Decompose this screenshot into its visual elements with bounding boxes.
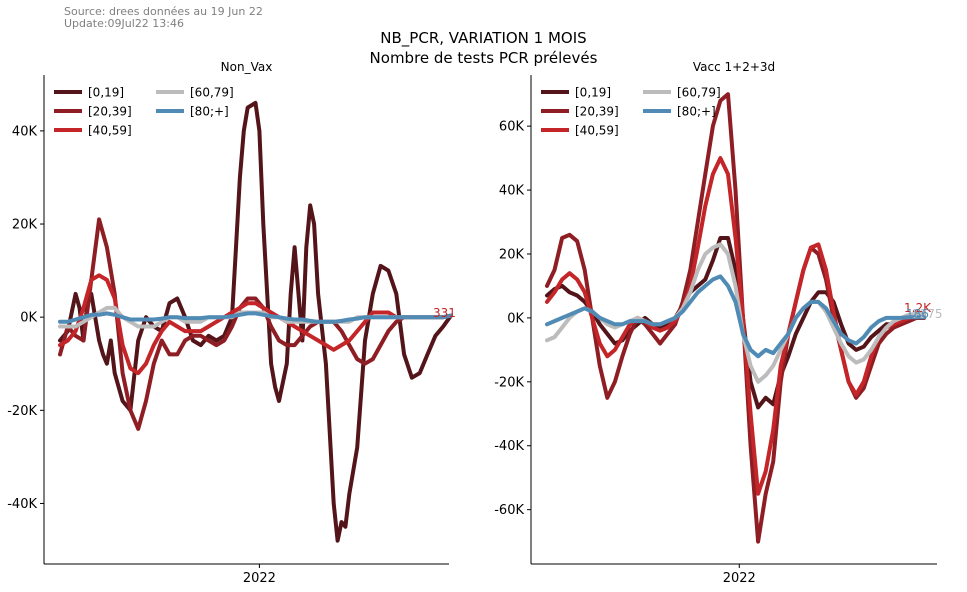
series-line bbox=[58, 311, 453, 324]
legend-label: [0,19] bbox=[88, 86, 124, 100]
series-line bbox=[58, 100, 453, 543]
y-tick-label: -20K bbox=[7, 404, 37, 419]
y-tick-label: -60K bbox=[494, 503, 524, 518]
legend-label: [40,59] bbox=[88, 124, 132, 138]
subtitle-line: Nombre de tests PCR prélevés bbox=[369, 49, 598, 67]
end-value-label: 1275 bbox=[912, 307, 943, 321]
y-tick-label: -20K bbox=[494, 375, 524, 390]
legend-label: [60,79] bbox=[190, 86, 234, 100]
end-value-label: 1.2K bbox=[904, 301, 932, 315]
series-line bbox=[545, 236, 926, 410]
legend-label: [80;+] bbox=[677, 105, 716, 119]
y-tick-label: 20K bbox=[499, 247, 525, 262]
panel-title: Vacc 1+2+3d bbox=[693, 60, 775, 74]
legend-label: [20,39] bbox=[575, 105, 619, 119]
y-tick-label: 0K bbox=[507, 311, 524, 326]
legend-label: [20,39] bbox=[88, 105, 132, 119]
legend-label: [60,79] bbox=[677, 86, 721, 100]
end-value-label: 331 bbox=[433, 306, 456, 320]
series-line bbox=[545, 92, 926, 544]
y-tick-label: -40K bbox=[494, 439, 524, 454]
series-line bbox=[545, 156, 926, 496]
y-tick-label: 20K bbox=[12, 218, 38, 233]
source-line: Source: drees données au 19 Jun 22 bbox=[64, 5, 263, 18]
series-line bbox=[545, 274, 926, 359]
legend-label: [80;+] bbox=[190, 105, 229, 119]
chart-title: NB_PCR, VARIATION 1 MOIS Nombre de tests… bbox=[0, 28, 967, 68]
series-line bbox=[545, 242, 926, 384]
series-line bbox=[58, 273, 453, 376]
x-tick-label: 2022 bbox=[243, 571, 276, 586]
legend-label: [40,59] bbox=[575, 124, 619, 138]
source-note: Source: drees données au 19 Jun 22 Updat… bbox=[64, 6, 263, 30]
end-value-label: 186 bbox=[906, 307, 929, 321]
panel-title: Non_Vax bbox=[221, 60, 273, 74]
y-tick-label: 0K bbox=[20, 311, 37, 326]
title-line: NB_PCR, VARIATION 1 MOIS bbox=[380, 29, 587, 47]
y-tick-label: 40K bbox=[499, 184, 525, 199]
update-line: Update:09Jul22 13:46 bbox=[64, 17, 185, 30]
y-tick-label: 60K bbox=[499, 120, 525, 135]
y-tick-label: -40K bbox=[7, 497, 37, 512]
x-tick-label: 2022 bbox=[723, 571, 756, 586]
legend-label: [0,19] bbox=[575, 86, 611, 100]
series-line bbox=[58, 217, 453, 431]
y-tick-label: 40K bbox=[12, 124, 38, 139]
